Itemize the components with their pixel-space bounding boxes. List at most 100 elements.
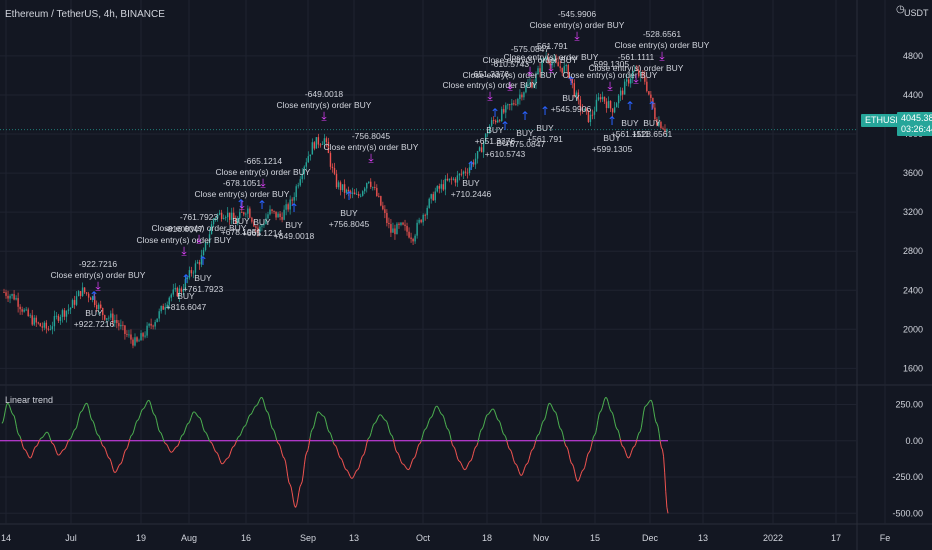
trend-line-segment bbox=[154, 415, 158, 421]
trend-line-segment bbox=[3, 410, 6, 417]
trend-line-segment bbox=[559, 428, 562, 430]
candle bbox=[216, 214, 219, 219]
close-signal-label: Close entry(s) order BUY bbox=[530, 20, 625, 30]
trend-line-segment bbox=[454, 447, 457, 452]
trend-line-segment bbox=[356, 469, 359, 471]
candle bbox=[178, 288, 181, 297]
candle bbox=[220, 212, 223, 219]
trend-line-segment bbox=[233, 443, 236, 447]
trend-line-segment bbox=[32, 448, 35, 453]
candle bbox=[603, 96, 606, 102]
candle bbox=[444, 178, 447, 190]
trend-line-segment bbox=[538, 430, 541, 435]
trend-line-segment bbox=[315, 414, 318, 420]
candle bbox=[303, 166, 305, 174]
trend-line-segment bbox=[490, 408, 493, 411]
candle bbox=[420, 219, 422, 223]
trend-line-segment bbox=[11, 412, 14, 415]
buy-signal-value: +528.6561 bbox=[632, 129, 673, 139]
candle bbox=[384, 209, 386, 213]
candle bbox=[190, 270, 193, 274]
candle bbox=[150, 323, 152, 326]
trend-line-segment bbox=[171, 450, 174, 453]
close-marker-icon: ⤓ bbox=[507, 79, 513, 93]
candle bbox=[140, 333, 142, 341]
candle bbox=[364, 188, 366, 192]
buy-signal-value: +610.5743 bbox=[485, 149, 526, 159]
trend-line-segment bbox=[568, 454, 571, 460]
trend-line-segment bbox=[101, 444, 104, 447]
candle bbox=[396, 223, 398, 235]
trend-line-segment bbox=[31, 451, 34, 456]
trend-line-segment bbox=[167, 445, 170, 449]
trend-line-segment bbox=[468, 460, 471, 463]
candle bbox=[267, 214, 269, 219]
candle bbox=[623, 81, 626, 95]
candle bbox=[281, 216, 283, 220]
trend-line-segment bbox=[366, 439, 369, 444]
candle bbox=[462, 171, 465, 175]
candle bbox=[511, 103, 513, 106]
trend-line-segment bbox=[376, 417, 379, 421]
candle bbox=[160, 305, 162, 312]
candle bbox=[527, 84, 529, 87]
x-tick-label: 13 bbox=[698, 533, 708, 543]
trend-line-segment bbox=[496, 417, 499, 421]
trend-line-segment bbox=[371, 424, 374, 429]
trend-line-segment bbox=[654, 416, 657, 422]
trend-line-segment bbox=[184, 425, 188, 430]
trend-line-segment bbox=[277, 442, 280, 445]
trend-line-segment bbox=[275, 435, 278, 440]
trend-line-segment bbox=[580, 470, 583, 474]
candle bbox=[343, 184, 346, 193]
trend-line-segment bbox=[207, 436, 210, 440]
trend-line-segment bbox=[134, 421, 138, 425]
candle bbox=[619, 90, 622, 96]
trend-line-segment bbox=[351, 476, 354, 479]
trend-line-segment bbox=[514, 462, 517, 465]
trend-line-segment bbox=[316, 411, 319, 415]
candle bbox=[438, 186, 440, 189]
candle bbox=[630, 78, 632, 84]
candle bbox=[55, 315, 58, 317]
trend-line-segment bbox=[501, 430, 504, 435]
buy-arrow-icon: ↑ bbox=[289, 201, 299, 215]
trend-line-segment bbox=[583, 467, 586, 470]
candle bbox=[226, 212, 229, 218]
trend-line-segment bbox=[434, 406, 437, 410]
trend-line-segment bbox=[556, 415, 559, 421]
candle bbox=[410, 237, 412, 239]
trend-line-segment bbox=[89, 413, 92, 419]
trend-line-segment bbox=[325, 419, 328, 425]
candle bbox=[583, 108, 586, 111]
buy-signal-label: BUY bbox=[177, 291, 195, 301]
trend-line-segment bbox=[485, 414, 488, 418]
trend-line-segment bbox=[387, 424, 390, 430]
trend-line-segment bbox=[33, 446, 36, 450]
trend-line-segment bbox=[633, 445, 635, 448]
trend-line-segment bbox=[519, 474, 522, 476]
trend-line-segment bbox=[639, 427, 642, 432]
candle bbox=[321, 144, 324, 146]
trend-line-segment bbox=[54, 448, 57, 453]
candle bbox=[505, 105, 507, 113]
trend-line-segment bbox=[378, 414, 381, 417]
trend-line-segment bbox=[450, 440, 453, 445]
x-tick-label: 2022 bbox=[763, 533, 783, 543]
trend-line-segment bbox=[368, 436, 371, 439]
candle bbox=[412, 238, 414, 242]
trend-line-segment bbox=[37, 442, 40, 445]
candle bbox=[176, 287, 179, 297]
trend-line-segment bbox=[499, 422, 502, 427]
candle bbox=[89, 297, 92, 300]
trend-line-segment bbox=[278, 443, 281, 447]
buy-signal-label: BUY bbox=[285, 220, 303, 230]
trend-line-segment bbox=[323, 416, 327, 421]
candle bbox=[122, 324, 124, 326]
y-tick-label: 3200 bbox=[903, 207, 923, 217]
candle bbox=[29, 315, 31, 317]
trend-line-segment bbox=[82, 406, 85, 410]
candle bbox=[597, 97, 600, 100]
trend-line-segment bbox=[78, 413, 81, 419]
